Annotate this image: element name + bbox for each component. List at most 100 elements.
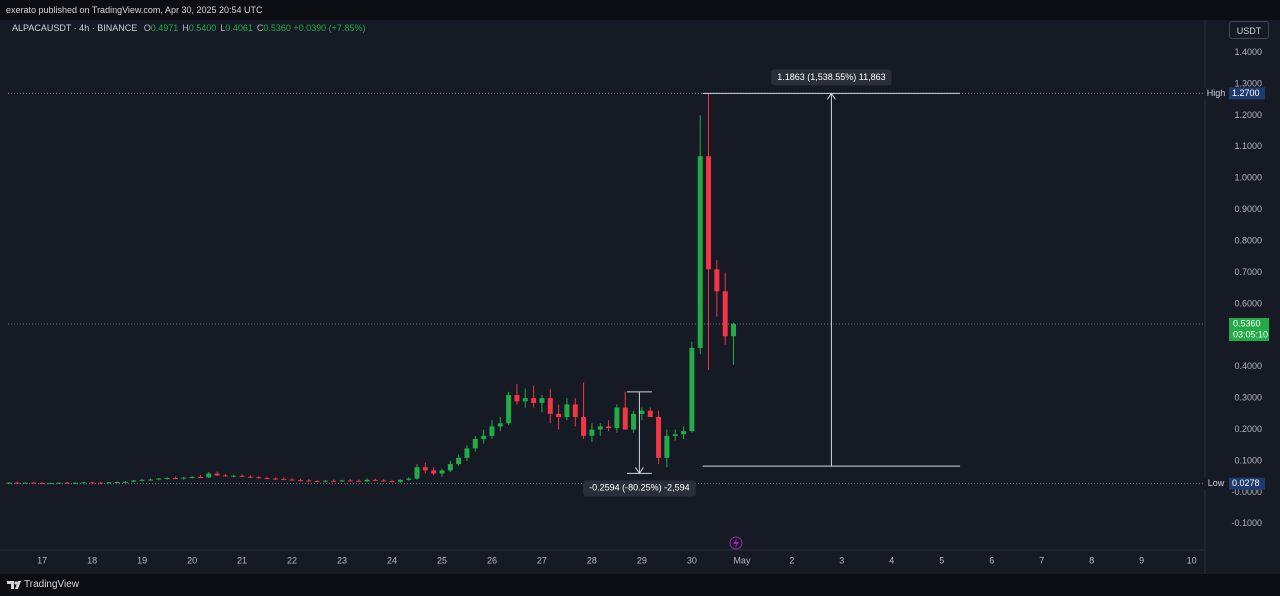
- change: +0.0390 (+7.85%): [293, 23, 366, 33]
- high-tag-name: High: [1207, 88, 1226, 98]
- candle-body: [514, 395, 520, 402]
- x-tick-label: 8: [1089, 555, 1094, 565]
- candle-body: [56, 482, 62, 484]
- ohlc-key: O: [143, 23, 151, 33]
- candle-body: [297, 480, 303, 482]
- x-tick-label: 3: [839, 555, 844, 565]
- candle-body: [572, 404, 578, 417]
- brand: TradingView: [24, 579, 80, 590]
- candle-body: [206, 473, 212, 478]
- candle-body: [481, 435, 487, 439]
- measure-arrowhead: [634, 467, 644, 475]
- high-tag-name-box: [1204, 87, 1228, 100]
- publish-info: exerato published on TradingView.com, Ap…: [0, 0, 1280, 20]
- x-tick-label: 20: [187, 555, 197, 565]
- candle-body: [681, 431, 687, 435]
- candle-body: [656, 416, 662, 458]
- measure-label-box: [771, 69, 892, 86]
- candle-body: [647, 410, 653, 417]
- measure-label-box: [583, 480, 696, 497]
- candle-body: [489, 426, 495, 436]
- candle-body: [506, 395, 512, 424]
- x-tick-label: May: [733, 555, 751, 565]
- y-tick-label: 0.7000: [1234, 267, 1262, 277]
- candle-body: [364, 479, 370, 482]
- candle-body: [639, 410, 645, 414]
- measure-label-text: 1.1863 (1,538.55%) 11,863: [777, 72, 885, 82]
- candle-body: [439, 470, 445, 474]
- candle-body: [22, 482, 28, 484]
- measure-label: 1.1863 (1,538.55%) 11,863: [771, 69, 892, 86]
- candle-body: [539, 398, 545, 403]
- ohlc: O0.4971 H0.5400 L0.4061 C0.5360: [140, 23, 291, 33]
- currency-button[interactable]: USDT: [1229, 21, 1269, 39]
- ohlc-value: 0.4061: [225, 23, 253, 33]
- candle-body: [264, 477, 270, 479]
- candle-body: [147, 479, 153, 481]
- x-tick-label: 19: [137, 555, 147, 565]
- x-tick-label: 10: [1187, 555, 1197, 565]
- x-tick-label: 18: [87, 555, 97, 565]
- candle-body: [14, 482, 20, 484]
- x-tick-label: 25: [437, 555, 447, 565]
- high-tag-box: [1229, 87, 1265, 100]
- candle-body: [714, 269, 720, 292]
- candle-body: [89, 482, 95, 484]
- y-tick-label: 1.1000: [1234, 141, 1262, 151]
- candle-body: [414, 467, 420, 479]
- event-icon[interactable]: [729, 536, 743, 550]
- candle-body: [522, 398, 528, 402]
- candle-body: [631, 413, 637, 430]
- candle-body: [497, 423, 503, 427]
- measure-label: -0.2594 (-80.25%) -2,594: [583, 480, 696, 497]
- candle-body: [339, 480, 345, 482]
- candle-body: [597, 426, 603, 430]
- candle-body: [606, 426, 612, 428]
- candle-body: [114, 482, 120, 484]
- candle-body: [81, 482, 87, 484]
- ohlc-key: H: [182, 23, 189, 33]
- y-tick-label: 1.0000: [1234, 173, 1262, 183]
- candle-body: [356, 480, 362, 482]
- candle-body: [389, 481, 395, 483]
- low-tag-name-box: [1204, 477, 1228, 490]
- x-tick-label: 17: [37, 555, 47, 565]
- candle-body: [272, 478, 278, 480]
- candle-body: [72, 482, 78, 484]
- candle-body: [39, 482, 45, 484]
- candle-body: [697, 156, 703, 348]
- candle-body: [564, 404, 570, 417]
- y-tick-label: 0.8000: [1234, 235, 1262, 245]
- candle-body: [214, 473, 220, 476]
- candle-body: [231, 475, 237, 477]
- candle-body: [156, 478, 162, 480]
- y-tick-label: 0.9000: [1234, 204, 1262, 214]
- candle-body: [64, 482, 70, 484]
- x-tick-label: 21: [237, 555, 247, 565]
- candle-body: [122, 481, 128, 483]
- candle-body: [97, 482, 103, 484]
- candle-body: [239, 475, 245, 477]
- y-tick-label: -0.1000: [1231, 518, 1262, 528]
- candle-body: [164, 477, 170, 479]
- candle-body: [106, 482, 112, 484]
- measure-arrowhead: [826, 92, 836, 100]
- y-tick-label: 0.4000: [1234, 361, 1262, 371]
- ohlc-key: L: [220, 23, 226, 33]
- x-tick-label: 26: [487, 555, 497, 565]
- candle-body: [706, 156, 712, 270]
- candle-body: [689, 347, 695, 432]
- event-bolt: [733, 538, 739, 548]
- candle-body: [531, 398, 537, 403]
- x-tick-label: 24: [387, 555, 397, 565]
- x-tick-label: 5: [939, 555, 944, 565]
- candle-body: [372, 479, 378, 481]
- candle-body: [472, 438, 478, 449]
- x-tick-label: 22: [287, 555, 297, 565]
- candle-body: [456, 457, 462, 465]
- candle-body: [622, 407, 628, 430]
- candle-body: [31, 482, 37, 484]
- x-tick-label: 29: [637, 555, 647, 565]
- candle-body: [664, 435, 670, 458]
